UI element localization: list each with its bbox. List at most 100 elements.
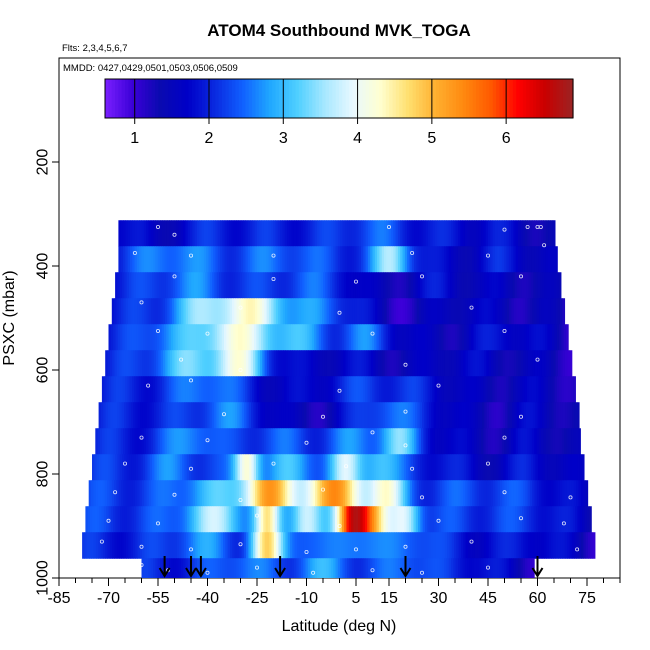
heatmap-cell bbox=[290, 454, 294, 481]
heatmap-cell bbox=[506, 480, 510, 507]
x-tick-label: -40 bbox=[196, 590, 219, 607]
heatmap-cell bbox=[524, 376, 528, 403]
heatmap-cell bbox=[143, 220, 147, 247]
heatmap-cell bbox=[330, 428, 334, 455]
heatmap-cell bbox=[264, 350, 268, 377]
heatmap-cell bbox=[414, 246, 417, 273]
heatmap-cell bbox=[172, 532, 175, 559]
heatmap-cell bbox=[180, 220, 184, 247]
heatmap-cell bbox=[577, 454, 580, 481]
heatmap-cell bbox=[247, 506, 250, 533]
heatmap-cell bbox=[216, 272, 220, 299]
heatmap-cell bbox=[385, 454, 389, 481]
heatmap-cell bbox=[519, 272, 523, 299]
heatmap-cell bbox=[467, 532, 471, 559]
heatmap-cell bbox=[409, 428, 413, 455]
heatmap-cell bbox=[201, 298, 205, 325]
heatmap-cell bbox=[247, 558, 251, 578]
heatmap-cell bbox=[289, 428, 293, 455]
heatmap-cell bbox=[279, 454, 282, 481]
heatmap-cell bbox=[234, 350, 238, 377]
heatmap-cell bbox=[409, 298, 413, 325]
heatmap-cell bbox=[444, 428, 447, 455]
altitude-band bbox=[108, 324, 569, 351]
heatmap-cell bbox=[526, 506, 530, 533]
heatmap-cell bbox=[141, 428, 145, 455]
colorbar-segment bbox=[372, 79, 377, 118]
heatmap-cell bbox=[194, 376, 198, 403]
heatmap-cell bbox=[400, 532, 404, 559]
colorbar-segment bbox=[359, 79, 363, 118]
heatmap-cell bbox=[298, 558, 302, 578]
heatmap-cell bbox=[322, 298, 325, 325]
heatmap-cell bbox=[242, 324, 246, 351]
heatmap-cell bbox=[501, 324, 505, 351]
heatmap-cell bbox=[339, 272, 342, 299]
heatmap-cell bbox=[275, 298, 279, 325]
heatmap-cell bbox=[245, 558, 249, 578]
heatmap-cell bbox=[403, 454, 407, 481]
heatmap-cell bbox=[294, 350, 298, 377]
heatmap-cell bbox=[306, 272, 310, 299]
heatmap-cell bbox=[504, 246, 507, 273]
heatmap-cell bbox=[201, 376, 205, 403]
colorbar-segment bbox=[469, 79, 474, 118]
heatmap-cell bbox=[348, 402, 351, 429]
heatmap-cell bbox=[106, 376, 110, 403]
y-tick-label: 1000 bbox=[35, 560, 52, 596]
heatmap-cell bbox=[570, 506, 574, 533]
heatmap-cell bbox=[263, 428, 267, 455]
heatmap-cell bbox=[425, 376, 429, 403]
heatmap-cell bbox=[588, 506, 592, 533]
heatmap-cell bbox=[477, 402, 481, 429]
heatmap-cell bbox=[206, 480, 210, 507]
heatmap-cell bbox=[329, 272, 333, 299]
heatmap-cell bbox=[397, 506, 401, 533]
heatmap-cell bbox=[551, 532, 554, 559]
heatmap-cell bbox=[352, 298, 355, 325]
heatmap-cell bbox=[323, 324, 327, 351]
heatmap-cell bbox=[346, 506, 350, 533]
heatmap-cell bbox=[523, 454, 527, 481]
heatmap-cell bbox=[257, 220, 260, 247]
heatmap-cell bbox=[231, 558, 235, 578]
heatmap-cell bbox=[289, 246, 293, 273]
heatmap-cell bbox=[230, 324, 234, 351]
heatmap-cell bbox=[205, 324, 209, 351]
heatmap-cell bbox=[150, 428, 154, 455]
heatmap-cell bbox=[223, 350, 226, 377]
heatmap-cell bbox=[144, 532, 148, 559]
heatmap-cell bbox=[460, 220, 464, 247]
heatmap-cell bbox=[182, 454, 185, 481]
heatmap-cell bbox=[517, 324, 521, 351]
heatmap-cell bbox=[187, 558, 191, 578]
heatmap-cell bbox=[129, 324, 133, 351]
heatmap-cell bbox=[558, 272, 562, 299]
heatmap-cell bbox=[343, 272, 347, 299]
heatmap-cell bbox=[446, 480, 450, 507]
heatmap-cell bbox=[201, 246, 205, 273]
heatmap-cell bbox=[304, 506, 308, 533]
heatmap-cell bbox=[139, 350, 143, 377]
heatmap-cell bbox=[434, 324, 438, 351]
heatmap-cell bbox=[304, 454, 308, 481]
heatmap-cell bbox=[280, 480, 284, 507]
heatmap-cell bbox=[293, 558, 297, 578]
heatmap-cell bbox=[466, 376, 470, 403]
heatmap-cell bbox=[115, 272, 118, 299]
heatmap-cell bbox=[350, 454, 354, 481]
heatmap-cell bbox=[118, 376, 121, 403]
heatmap-cell bbox=[385, 402, 388, 429]
sample-point bbox=[410, 250, 415, 255]
heatmap-cell bbox=[374, 220, 378, 247]
heatmap-cell bbox=[438, 272, 442, 299]
heatmap-cell bbox=[365, 220, 369, 247]
heatmap-cell bbox=[398, 532, 402, 559]
heatmap-cell bbox=[544, 454, 548, 481]
heatmap-cell bbox=[506, 428, 510, 455]
heatmap-cell bbox=[388, 324, 391, 351]
heatmap-cell bbox=[400, 220, 404, 247]
heatmap-cell bbox=[536, 246, 540, 273]
heatmap-cell bbox=[210, 220, 214, 247]
heatmap-cell bbox=[507, 532, 510, 559]
